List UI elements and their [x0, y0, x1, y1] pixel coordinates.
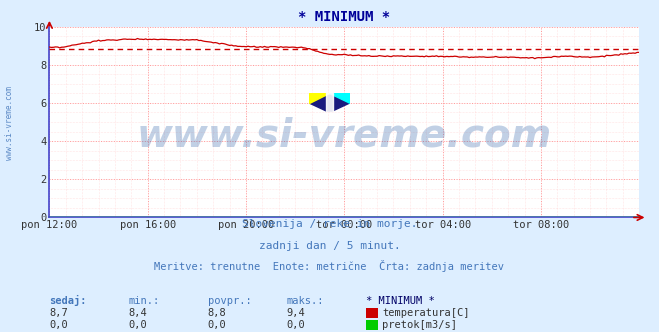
Polygon shape	[326, 93, 333, 113]
Text: 0,0: 0,0	[208, 320, 226, 330]
Text: temperatura[C]: temperatura[C]	[382, 308, 470, 318]
Text: 9,4: 9,4	[287, 308, 305, 318]
Text: * MINIMUM *: * MINIMUM *	[366, 296, 434, 306]
Polygon shape	[309, 93, 330, 103]
Text: 8,8: 8,8	[208, 308, 226, 318]
Text: sedaj:: sedaj:	[49, 295, 87, 306]
Text: Meritve: trenutne  Enote: metrične  Črta: zadnja meritev: Meritve: trenutne Enote: metrične Črta: …	[154, 260, 505, 272]
Text: maks.:: maks.:	[287, 296, 324, 306]
Text: www.si-vreme.com: www.si-vreme.com	[5, 86, 14, 160]
Polygon shape	[330, 93, 350, 103]
Title: * MINIMUM *: * MINIMUM *	[299, 10, 390, 24]
Text: pretok[m3/s]: pretok[m3/s]	[382, 320, 457, 330]
Text: Slovenija / reke in morje.: Slovenija / reke in morje.	[242, 219, 417, 229]
Text: zadnji dan / 5 minut.: zadnji dan / 5 minut.	[258, 241, 401, 251]
Polygon shape	[309, 93, 350, 113]
Text: 0,0: 0,0	[287, 320, 305, 330]
Text: 8,4: 8,4	[129, 308, 147, 318]
Text: 0,0: 0,0	[129, 320, 147, 330]
Text: povpr.:: povpr.:	[208, 296, 251, 306]
Text: 0,0: 0,0	[49, 320, 68, 330]
Text: www.si-vreme.com: www.si-vreme.com	[136, 117, 552, 154]
Text: 8,7: 8,7	[49, 308, 68, 318]
Text: min.:: min.:	[129, 296, 159, 306]
